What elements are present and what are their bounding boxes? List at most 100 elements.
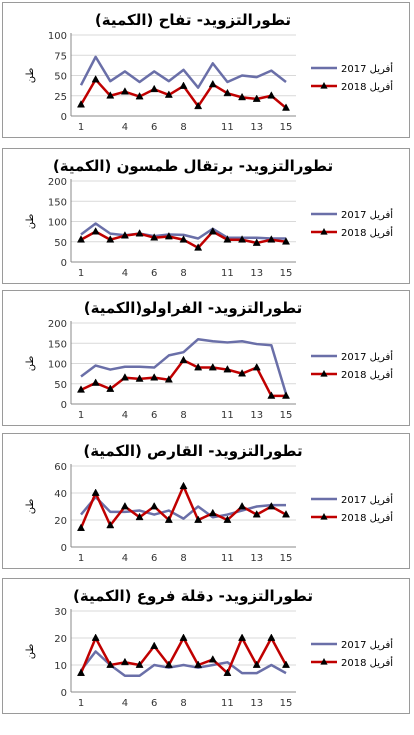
y-tick-label: 100 [48,360,67,371]
data-point [281,391,291,399]
y-axis-label: طن [25,68,36,84]
y-tick-label: 150 [48,339,67,350]
legend-label: أفريل 2017 [341,350,393,363]
y-tick-label: 100 [48,31,67,42]
data-point [223,668,232,676]
data-point [150,233,159,241]
data-point [281,103,291,111]
data-point [267,633,276,641]
x-tick-label: 4 [122,268,128,279]
x-tick-label: 11 [221,122,234,133]
y-tick-label: 0 [61,258,67,269]
data-point [76,385,86,393]
x-tick-label: 4 [122,122,128,133]
data-point [91,227,100,235]
data-point [238,92,247,101]
data-point [106,384,115,392]
legend-label: أفريل 2017 [341,208,393,221]
chart-panel: تطورالتزويد- تفاح (الكمية) 0 25 50 75 100 طن 1 4… [2,2,410,138]
data-point [194,243,203,251]
x-tick-label: 8 [180,553,186,564]
data-point [223,515,232,523]
data-point [135,374,144,382]
x-tick-label: 13 [250,698,263,709]
data-point [135,92,144,100]
series-line [80,495,286,520]
data-point [179,481,188,490]
data-point [179,355,188,364]
data-point [120,501,129,510]
chart-svg: تطورالتزويد- تفاح (الكمية) 0 25 50 75 100 طن 1 4… [25,11,393,133]
x-tick-label: 15 [280,268,293,279]
y-tick-label: 0 [61,543,67,554]
x-tick-label: 11 [221,410,234,421]
x-tick-label: 1 [78,410,84,421]
data-point [164,515,173,523]
y-tick-label: 50 [54,380,67,391]
data-point [252,660,261,668]
data-point [223,88,232,97]
series-line [79,55,287,89]
data-point [238,369,247,377]
legend-label: أفريل 2018 [341,656,393,669]
data-point [267,91,276,99]
y-tick-label: 10 [54,661,67,672]
y-tick-label: 150 [48,197,67,208]
y-axis-label: طن [25,499,36,515]
data-point [252,94,261,102]
data-point [267,391,276,399]
x-tick-label: 11 [221,268,234,279]
data-point [76,523,86,531]
data-point [194,515,203,523]
data-point [91,378,100,386]
data-point [164,375,173,383]
y-tick-label: 20 [54,634,67,645]
legend-label: أفريل 2017 [341,493,393,506]
y-tick-label: 0 [61,400,67,411]
data-point [208,655,217,663]
legend-label: أفريل 2017 [341,638,393,651]
data-point [106,91,115,99]
y-tick-label: 25 [54,92,67,103]
y-tick-label: 50 [54,238,67,249]
data-point [120,373,129,381]
data-point [76,235,86,243]
data-point [281,660,291,668]
x-tick-label: 1 [78,698,84,709]
legend-label: أفريل 2018 [341,226,393,239]
data-point [208,79,217,88]
legend-label: أفريل 2017 [341,62,393,75]
data-point [281,237,291,245]
series-line [80,222,286,240]
x-tick-label: 4 [122,553,128,564]
data-point [150,501,159,510]
series-line [80,650,287,678]
data-point [106,520,115,529]
data-point [150,641,159,649]
y-tick-label: 0 [61,688,67,699]
data-point [150,84,159,93]
data-point [267,235,276,243]
data-point [238,501,247,510]
chart-panel: تطورالتزويد- دقلة فروع (الكمية) 0 10 20 30 طن… [2,578,410,714]
data-point [252,363,261,371]
data-point [252,510,261,518]
data-point [135,229,144,237]
x-tick-label: 1 [78,553,84,564]
data-point [238,235,247,243]
x-tick-label: 15 [280,122,293,133]
y-tick-label: 60 [54,462,67,473]
chart-title: تطورالتزويد- برتقال طمسون (الكمية) [53,157,333,175]
data-point [106,660,115,668]
y-tick-label: 50 [54,72,67,83]
x-tick-label: 6 [151,698,157,709]
chart-svg: تطورالتزويد- برتقال طمسون (الكمية) 0 50 100… [25,157,393,279]
x-tick-label: 11 [221,698,234,709]
y-tick-label: 75 [54,51,67,62]
data-point [76,100,86,108]
data-point [150,373,159,381]
data-point [120,231,129,239]
data-point [91,488,100,496]
x-tick-label: 4 [122,410,128,421]
